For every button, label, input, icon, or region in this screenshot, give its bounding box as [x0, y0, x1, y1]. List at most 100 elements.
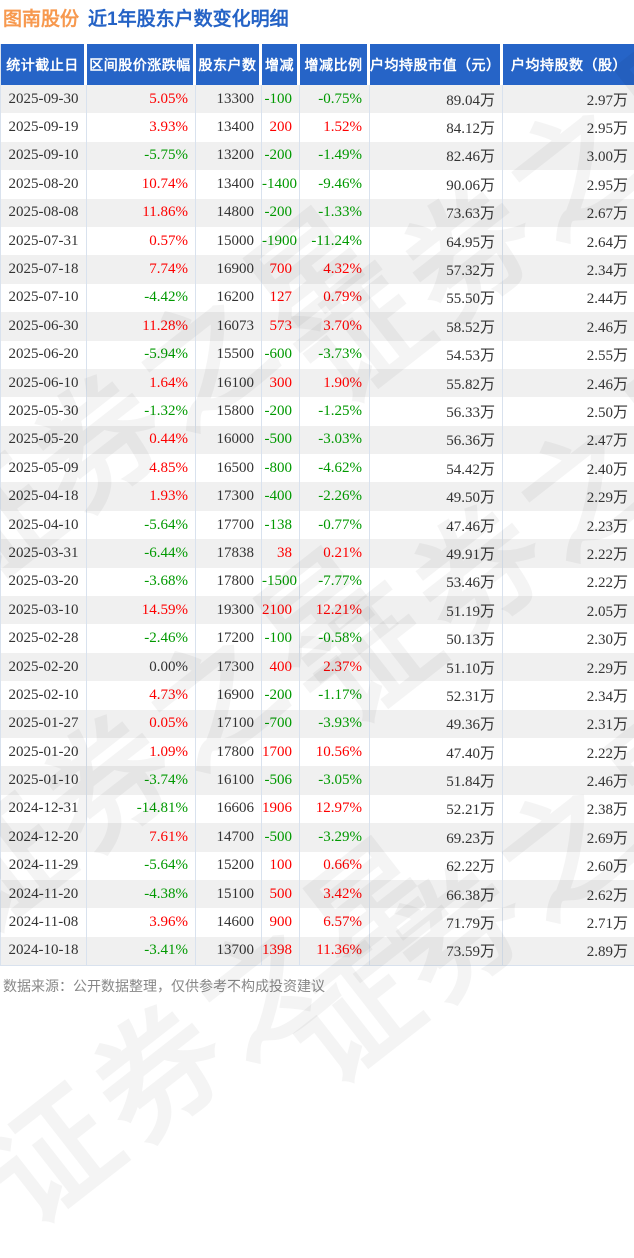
cell-change-pct: -2.46%: [87, 624, 196, 653]
cell-delta-pct: 6.57%: [300, 908, 370, 937]
cell-avg-value: 49.50万: [370, 482, 503, 511]
cell-change-pct: 1.93%: [87, 482, 196, 511]
cell-avg-value: 62.22万: [370, 851, 503, 880]
cell-change-pct: 7.61%: [87, 823, 196, 852]
cell-delta: -1500: [262, 567, 300, 597]
cell-date: 2025-05-09: [1, 454, 87, 483]
table-row: 2024-10-18 -3.41% 13700 1398 11.36% 73.59万 2.8…: [1, 936, 634, 966]
table-header-row: 统计截止日 区间股价涨跌幅 股东户数 增减 增减比例 户均持股市值（元） 户均持股数（股）: [1, 44, 634, 85]
cell-avg-shares: 2.55万: [586, 348, 628, 365]
cell-delta-pct: -3.03%: [300, 425, 370, 455]
cell-change-pct: 3.93%: [87, 113, 196, 142]
cell-change-pct: -3.41%: [87, 936, 196, 966]
cell-avg-value: 55.82万: [370, 368, 503, 398]
cell-avg-shares: 2.29万: [503, 652, 634, 682]
cell-avg-shares: 2.44万: [586, 291, 628, 308]
cell-change-pct: 0.44%: [87, 425, 196, 455]
cell-date: 2024-11-20: [1, 879, 87, 909]
cell-delta: 38: [262, 539, 300, 568]
cell-date: 2025-04-10: [1, 510, 87, 540]
cell-avg-shares: 2.34万: [503, 255, 634, 284]
cell-delta-pct: 11.36%: [300, 936, 370, 966]
cell-avg-shares: 2.64万: [586, 234, 628, 251]
cell-avg-value: 47.46万: [370, 510, 503, 540]
cell-avg-shares: 2.22万: [503, 539, 634, 568]
cell-avg-value: 90.06万: [370, 170, 503, 199]
table-row: 2025-04-18 1.93% 17300 -400 -2.26% 49.50万 2.29…: [1, 482, 634, 511]
cell-holders: 17838: [196, 539, 262, 568]
cell-change-pct: -6.44%: [87, 539, 196, 568]
table-row: 2025-07-18 7.74% 16900 700 4.32% 57.32万 2.34万: [1, 255, 634, 284]
cell-holders: 19300: [196, 596, 262, 625]
cell-date: 2025-09-19: [1, 113, 87, 142]
table-row: 2024-11-29 -5.64% 15200 100 0.66% 62.22万 2.60万: [1, 851, 634, 880]
cell-change-pct: 1.64%: [87, 368, 196, 398]
table-row: 2025-08-20 10.74% 13400 -1400 -9.46% 90.06万 2.…: [1, 170, 634, 199]
cell-delta-pct: -0.75%: [300, 85, 370, 114]
cell-holders: 17700: [196, 510, 262, 540]
cell-holders: 16200: [196, 283, 262, 313]
cell-change-pct: -5.75%: [87, 141, 196, 171]
shareholder-count-table: 统计截止日 区间股价涨跌幅 股东户数 增减 增减比例 户均持股市值（元） 户均持股数（股） …: [0, 44, 634, 967]
cell-holders: 17200: [196, 624, 262, 653]
cell-delta-pct: 12.97%: [300, 794, 370, 824]
cell-change-pct: 5.05%: [87, 85, 196, 114]
cell-date: 2024-10-18: [1, 936, 87, 966]
cell-delta: -1400: [262, 170, 300, 199]
cell-change-pct: 10.74%: [87, 170, 196, 199]
cell-avg-shares: 2.95万: [586, 177, 628, 194]
cell-date: 2025-01-27: [1, 709, 87, 738]
table-row: 2025-09-30 5.05% 13300 -100 -0.75% 89.04万 2.97…: [1, 85, 634, 114]
cell-avg-shares: 2.34万: [586, 688, 628, 705]
cell-date: 2024-12-20: [1, 823, 87, 852]
cell-delta-pct: -3.93%: [300, 709, 370, 738]
cell-delta-pct: -4.62%: [300, 454, 370, 483]
cell-avg-shares: 2.62万: [503, 879, 634, 909]
cell-avg-value: 54.53万: [370, 340, 503, 369]
cell-change-pct: -5.94%: [87, 340, 196, 369]
cell-avg-shares: 2.46万: [503, 766, 634, 795]
cell-delta-pct: 3.70%: [300, 312, 370, 341]
cell-avg-shares: 2.05万: [503, 596, 634, 625]
table-row: 2025-02-10 4.73% 16900 -200 -1.17% 52.31万 2.34…: [1, 681, 634, 710]
cell-delta: 300: [262, 368, 300, 398]
cell-avg-value: 52.21万: [370, 794, 503, 824]
cell-holders: 15100: [196, 879, 262, 909]
table-row: 2025-01-20 1.09% 17800 1700 10.56% 47.40万 2.22…: [1, 737, 634, 767]
cell-delta: -200: [262, 397, 300, 426]
cell-avg-value: 51.10万: [370, 652, 503, 682]
cell-holders: 16100: [196, 766, 262, 795]
cell-delta: -200: [262, 198, 300, 227]
cell-holders: 13200: [196, 141, 262, 171]
cell-avg-value: 51.19万: [370, 596, 503, 625]
table-row: 2025-02-28 -2.46% 17200 -100 -0.58% 50.13万 2.3…: [1, 624, 634, 653]
cell-delta-pct: 2.37%: [300, 652, 370, 682]
column-header-1: 区间股价涨跌幅: [87, 44, 196, 85]
cell-date: 2025-01-20: [1, 737, 87, 767]
cell-date: 2025-05-30: [1, 397, 87, 426]
cell-delta-pct: 4.32%: [300, 255, 370, 284]
cell-avg-value: 54.42万: [370, 454, 503, 483]
cell-date: 2025-03-20: [1, 567, 87, 597]
table-row: 2025-06-10 1.64% 16100 300 1.90% 55.82万 2.46万: [1, 368, 634, 398]
cell-delta-pct: -9.46%: [300, 170, 370, 199]
cell-avg-value: 73.63万: [370, 198, 503, 227]
cell-delta-pct: 12.21%: [300, 596, 370, 625]
cell-avg-shares: 2.47万: [503, 425, 634, 455]
cell-delta-pct: -3.73%: [300, 340, 370, 369]
cell-delta: 100: [262, 851, 300, 880]
table-row: 2024-11-20 -4.38% 15100 500 3.42% 66.38万 2.62万: [1, 879, 634, 909]
cell-change-pct: 4.73%: [87, 681, 196, 710]
table-row: 2025-06-30 11.28% 16073 573 3.70% 58.52万 2.46万: [1, 312, 634, 341]
cell-change-pct: -4.42%: [87, 283, 196, 313]
cell-avg-shares: 2.89万: [503, 936, 634, 966]
cell-date: 2024-11-29: [1, 851, 87, 880]
cell-delta: -600: [262, 340, 300, 369]
cell-avg-value: 47.40万: [370, 737, 503, 767]
cell-change-pct: -1.32%: [87, 397, 196, 426]
cell-avg-value: 49.91万: [370, 539, 503, 568]
page-title: 图南股份 近1年股东户数变化明细: [0, 0, 634, 32]
cell-delta: 127: [262, 283, 300, 313]
cell-change-pct: -3.68%: [87, 567, 196, 597]
cell-delta-pct: -3.29%: [300, 823, 370, 852]
